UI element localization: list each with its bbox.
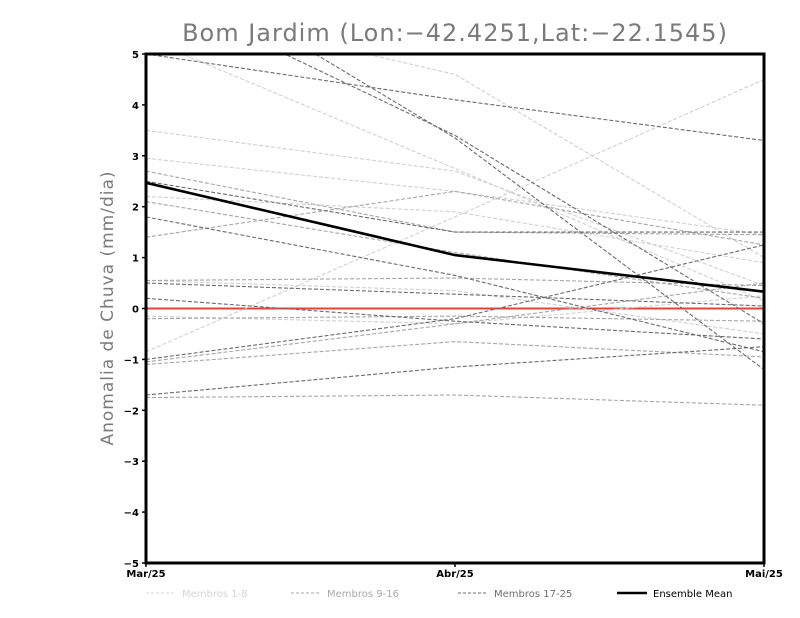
x-tick-label: Mai/25 — [745, 569, 783, 580]
member-line-m25 — [146, 346, 764, 396]
member-line-m18 — [146, 54, 764, 142]
member-line-m15 — [146, 394, 764, 406]
y-tick-label: 3 — [132, 152, 139, 163]
member-line-m10 — [146, 170, 764, 236]
member-line-m11 — [146, 277, 764, 287]
member-line-m21 — [146, 216, 764, 353]
y-tick-label: −1 — [124, 355, 139, 366]
y-tick-label: −2 — [124, 406, 139, 417]
y-tick-label: 4 — [132, 101, 139, 112]
member-line-m16 — [146, 201, 764, 299]
member-line-m13 — [146, 282, 764, 363]
legend-label: Ensemble Mean — [653, 589, 732, 600]
member-line-m24 — [146, 282, 764, 307]
member-line-m8 — [146, 195, 764, 264]
x-tick-label: Abr/25 — [436, 569, 473, 580]
member-line-m3 — [181, 54, 764, 302]
member-line-m17 — [146, 180, 764, 233]
chart-title: Bom Jardim (Lon:−42.4251,Lat:−22.1545) — [182, 19, 728, 47]
member-line-m23 — [146, 244, 764, 360]
member-line-m19 — [283, 54, 764, 325]
y-tick-label: −4 — [124, 508, 139, 519]
member-line-m20 — [314, 54, 764, 371]
member-line-m6 — [146, 295, 764, 325]
member-line-m9 — [146, 190, 764, 246]
member-line-m12 — [146, 315, 764, 322]
series-lines — [146, 54, 764, 406]
member-line-m22 — [146, 297, 764, 340]
member-line-m4 — [146, 78, 764, 353]
y-tick-label: 2 — [132, 203, 139, 214]
y-tick-label: −5 — [124, 559, 139, 570]
ensemble-mean-line — [146, 181, 764, 293]
member-line-m2 — [146, 129, 764, 287]
x-axis-ticks: Mar/25 Abr/25 Mai/25 — [126, 563, 783, 580]
legend-label: Membros 1-8 — [182, 589, 248, 600]
y-tick-label: 5 — [132, 50, 139, 61]
member-line-m5 — [146, 279, 764, 335]
member-line-m14 — [146, 341, 764, 366]
y-axis-ticks: −5 −4 −3 −2 −1 0 1 2 3 4 5 — [124, 50, 146, 570]
legend-label: Membros 17-25 — [494, 589, 572, 600]
x-tick-label: Mar/25 — [126, 569, 165, 580]
legend: Membros 1-8 Membros 9-16 Membros 17-25 Ense… — [146, 589, 732, 600]
y-tick-label: 0 — [132, 305, 139, 316]
y-tick-label: 1 — [132, 254, 139, 265]
legend-label: Membros 9-16 — [327, 589, 399, 600]
y-tick-label: −3 — [124, 457, 139, 468]
member-line-m1 — [146, 157, 764, 236]
y-axis-label: Anomalia de Chuva (mm/dia) — [98, 170, 118, 445]
